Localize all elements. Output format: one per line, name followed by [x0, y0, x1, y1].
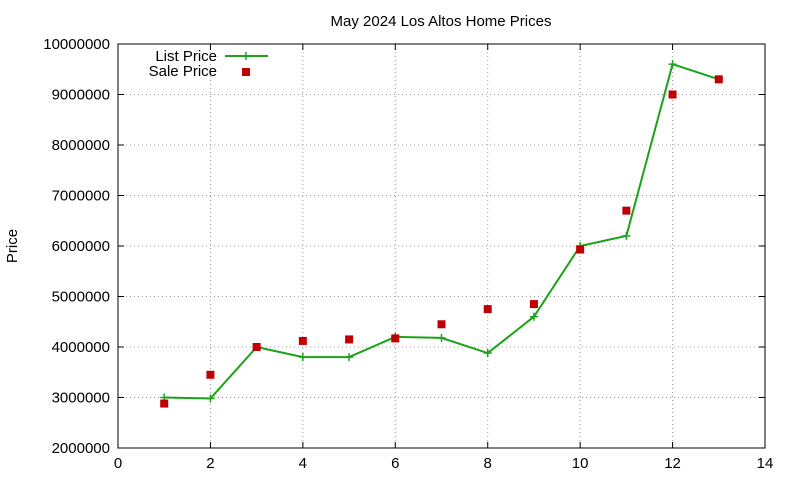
y-tick-label: 5000000 — [52, 289, 110, 306]
sale-price-point — [714, 75, 723, 84]
sale-price-point — [437, 320, 446, 329]
legend-label-list-price: List Price — [155, 48, 217, 65]
legend: List Price Sale Price — [149, 48, 268, 80]
sale-price-point — [391, 334, 400, 343]
y-tick-label: 9000000 — [52, 87, 110, 104]
x-tick-label: 6 — [391, 455, 399, 472]
sale-price-point — [529, 300, 538, 309]
sale-price-point — [298, 336, 307, 345]
legend-marker-list-price — [242, 52, 250, 60]
x-tick-label: 12 — [664, 455, 681, 472]
legend-label-sale-price: Sale Price — [149, 63, 217, 80]
y-tick-label: 10000000 — [43, 36, 110, 53]
sale-price-point — [345, 335, 354, 344]
series-layer — [160, 60, 723, 408]
x-tick-label: 10 — [572, 455, 589, 472]
list-price-line — [164, 62, 720, 400]
y-tick-label: 4000000 — [52, 339, 110, 356]
y-axis-label: Price — [4, 229, 21, 263]
list-price-point — [437, 333, 446, 342]
y-tick-label: 2000000 — [52, 440, 110, 457]
grid-layer — [118, 44, 765, 448]
sale-price-point — [206, 370, 215, 379]
list-price-point — [622, 231, 631, 240]
y-tick-label: 6000000 — [52, 238, 110, 255]
x-tick-label: 2 — [206, 455, 214, 472]
sale-price-point — [622, 206, 631, 215]
plot-frame — [117, 43, 766, 449]
sale-price-point — [252, 343, 261, 351]
sale-price-point — [576, 245, 585, 254]
tick-labels-layer: 0 2 4 6 8 10 12 14 2000000 3000000 4000000 5000000 6… — [43, 36, 773, 472]
chart-title: May 2024 Los Altos Home Prices — [331, 13, 552, 30]
x-tick-label: 8 — [484, 455, 492, 472]
x-tick-label: 4 — [299, 455, 307, 472]
sale-price-point — [160, 399, 169, 408]
x-tick-label: 0 — [114, 455, 122, 472]
y-tick-label: 8000000 — [52, 137, 110, 154]
list-price-point — [529, 312, 538, 321]
y-tick-label: 3000000 — [52, 390, 110, 407]
sale-price-point — [483, 305, 492, 314]
legend-marker-sale-price — [242, 68, 250, 76]
list-price-point — [206, 394, 215, 403]
list-price-point — [668, 60, 677, 69]
list-price-point — [483, 349, 492, 358]
sale-price-point — [668, 90, 677, 99]
y-tick-label: 7000000 — [52, 188, 110, 205]
ticks-layer — [117, 43, 766, 449]
list-price-point — [345, 353, 354, 362]
list-price-point — [298, 353, 307, 362]
x-tick-label: 14 — [757, 455, 774, 472]
